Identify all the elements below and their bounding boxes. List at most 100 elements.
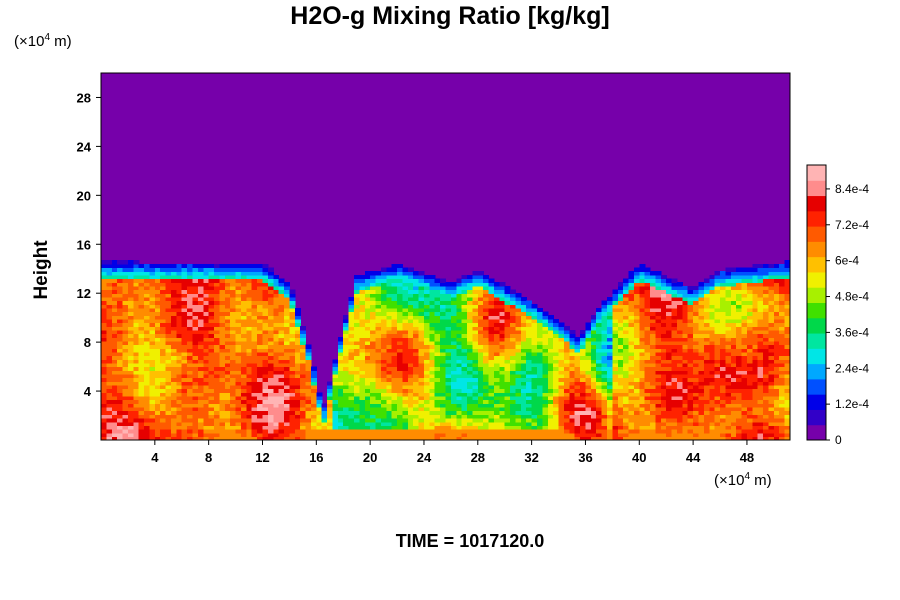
- field-cell: [181, 263, 188, 269]
- field-cell: [230, 395, 237, 401]
- field-cell: [563, 344, 570, 349]
- field-cell: [515, 307, 522, 313]
- field-cell: [687, 403, 694, 408]
- field-cell: [493, 359, 500, 364]
- field-cell: [660, 381, 667, 386]
- field-cell: [165, 315, 172, 320]
- field-cell: [181, 322, 188, 327]
- field-cell: [472, 318, 479, 324]
- field-cell: [187, 296, 194, 302]
- field-cell: [127, 417, 134, 423]
- field-cell: [434, 406, 441, 412]
- field-cell: [413, 359, 420, 364]
- field-cell: [257, 263, 264, 269]
- field-cell: [720, 410, 727, 415]
- field-cell: [230, 344, 237, 349]
- field-cell: [284, 340, 290, 346]
- field-cell: [407, 370, 414, 375]
- field-cell: [257, 300, 264, 305]
- field-cell: [160, 425, 167, 430]
- field-cell: [580, 329, 587, 335]
- field-cell: [725, 410, 732, 415]
- field-cell: [429, 436, 436, 440]
- field-cell: [197, 333, 204, 338]
- field-cell: [623, 392, 630, 397]
- field-cell: [343, 417, 350, 423]
- field-cell: [676, 436, 683, 440]
- field-cell: [144, 348, 151, 353]
- field-cell: [445, 340, 452, 346]
- field-cell: [472, 348, 479, 353]
- field-cell: [246, 384, 253, 390]
- field-cell: [703, 329, 710, 335]
- field-cell: [289, 432, 296, 437]
- field-cell: [122, 278, 129, 283]
- field-cell: [456, 359, 463, 364]
- field-cell: [563, 403, 570, 408]
- field-cell: [440, 333, 447, 338]
- field-cell: [714, 296, 721, 302]
- field-cell: [375, 425, 382, 430]
- field-cell: [407, 289, 414, 294]
- field-cell: [224, 329, 231, 335]
- field-cell: [165, 388, 172, 393]
- field-cell: [671, 296, 678, 302]
- field-cell: [563, 388, 570, 393]
- field-cell: [499, 351, 506, 357]
- field-cell: [203, 414, 210, 419]
- field-cell: [127, 403, 134, 408]
- field-cell: [278, 395, 285, 401]
- field-cell: [590, 384, 597, 390]
- field-cell: [144, 377, 151, 382]
- field-cell: [144, 322, 151, 327]
- field-cell: [477, 293, 484, 298]
- field-cell: [730, 406, 737, 412]
- field-cell: [208, 293, 215, 298]
- field-cell: [240, 432, 247, 437]
- field-cell: [101, 406, 107, 412]
- field-cell: [230, 370, 237, 375]
- field-cell: [300, 348, 307, 353]
- field-cell: [698, 428, 705, 434]
- field-cell: [230, 282, 237, 287]
- field-cell: [133, 340, 140, 346]
- field-cell: [413, 366, 420, 371]
- field-cell: [203, 432, 210, 437]
- field-cell: [676, 304, 683, 309]
- field-cell: [639, 373, 646, 379]
- field-cell: [477, 428, 484, 434]
- field-cell: [106, 403, 113, 408]
- field-cell: [558, 403, 565, 408]
- field-cell: [434, 311, 441, 316]
- field-cell: [149, 348, 156, 353]
- field-cell: [510, 322, 517, 327]
- field-cell: [461, 381, 468, 386]
- field-cell: [192, 289, 199, 294]
- field-cell: [321, 414, 328, 419]
- field-cell: [219, 289, 226, 294]
- field-cell: [537, 337, 543, 342]
- field-cell: [676, 311, 683, 316]
- field-cell: [224, 370, 231, 375]
- field-cell: [720, 359, 727, 364]
- field-cell: [343, 403, 350, 408]
- field-cell: [682, 340, 689, 346]
- field-cell: [257, 289, 264, 294]
- field-cell: [418, 282, 425, 287]
- field-cell: [402, 421, 409, 426]
- field-cell: [590, 410, 597, 415]
- field-cell: [650, 326, 657, 331]
- field-cell: [246, 381, 253, 386]
- field-cell: [262, 406, 269, 412]
- field-cell: [633, 271, 640, 276]
- field-cell: [122, 260, 129, 265]
- field-cell: [219, 318, 226, 324]
- field-cell: [612, 300, 619, 305]
- field-cell: [284, 377, 290, 382]
- field-cell: [423, 421, 430, 426]
- field-cell: [138, 373, 145, 379]
- field-cell: [440, 351, 447, 357]
- field-cell: [676, 348, 683, 353]
- field-cell: [364, 296, 371, 302]
- field-cell: [650, 274, 657, 280]
